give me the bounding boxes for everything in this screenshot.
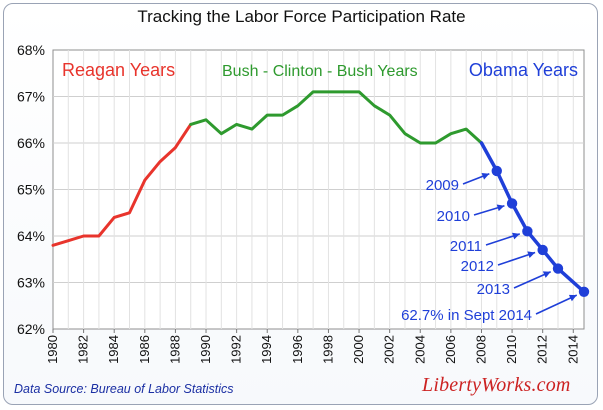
y-tick-label: 64% xyxy=(17,228,45,244)
x-tick-label: 2012 xyxy=(535,335,550,364)
x-tick-label: 1996 xyxy=(290,335,305,364)
x-tick-label: 1984 xyxy=(106,335,121,364)
callout-arrowhead xyxy=(512,232,520,240)
x-tick-label: 2014 xyxy=(565,335,580,364)
data-point xyxy=(491,165,502,177)
era-label: Obama Years xyxy=(469,60,578,80)
x-tick-label: 2004 xyxy=(412,335,427,364)
era-label: Reagan Years xyxy=(62,60,175,80)
point-label: 62.7% in Sept 2014 xyxy=(401,307,532,324)
x-tick-label: 2010 xyxy=(504,335,519,364)
data-point xyxy=(537,244,548,256)
data-source-note: Data Source: Bureau of Labor Statistics xyxy=(14,382,234,396)
data-point xyxy=(578,286,590,297)
x-tick-label: 1994 xyxy=(259,335,274,364)
x-tick-label: 1988 xyxy=(167,335,182,364)
x-tick-label: 2008 xyxy=(473,335,488,364)
data-point xyxy=(552,263,564,274)
watermark-logo: LibertyWorks.com xyxy=(422,374,571,396)
x-tick-label: 1992 xyxy=(229,335,244,364)
y-tick-label: 68% xyxy=(17,42,45,58)
x-tick-label: 1990 xyxy=(198,335,213,364)
era-label: Bush - Clinton - Bush Years xyxy=(222,63,418,80)
series-line xyxy=(189,90,483,145)
y-tick-label: 62% xyxy=(17,321,45,337)
x-tick-label: 1982 xyxy=(76,335,91,364)
callout-arrowhead xyxy=(496,204,505,212)
x-tick-label: 1986 xyxy=(137,335,152,364)
y-tick-label: 66% xyxy=(17,135,45,151)
data-point xyxy=(506,198,518,209)
x-tick-label: 2002 xyxy=(382,335,397,364)
x-tick-label: 1998 xyxy=(320,335,335,364)
callout-arrowhead xyxy=(527,251,536,259)
x-tick-label: 1980 xyxy=(45,335,60,364)
callout-arrowhead xyxy=(481,173,490,180)
callout-arrowhead xyxy=(568,294,577,302)
y-tick-label: 65% xyxy=(17,182,45,198)
callout-arrow xyxy=(535,294,578,315)
chart-title: Tracking the Labor Force Participation R… xyxy=(137,7,466,26)
x-tick-label: 2000 xyxy=(351,335,366,364)
point-label: 2012 xyxy=(461,258,494,275)
series-line xyxy=(51,122,193,247)
x-tick-label: 2006 xyxy=(443,335,458,364)
point-label: 2009 xyxy=(426,177,459,194)
point-label: 2011 xyxy=(450,238,482,255)
data-point xyxy=(522,226,533,237)
callout-arrowhead xyxy=(542,271,551,278)
y-tick-label: 63% xyxy=(17,275,45,291)
point-label: 2013 xyxy=(477,281,510,298)
y-tick-label: 67% xyxy=(17,89,45,105)
point-label: 2010 xyxy=(437,208,470,225)
